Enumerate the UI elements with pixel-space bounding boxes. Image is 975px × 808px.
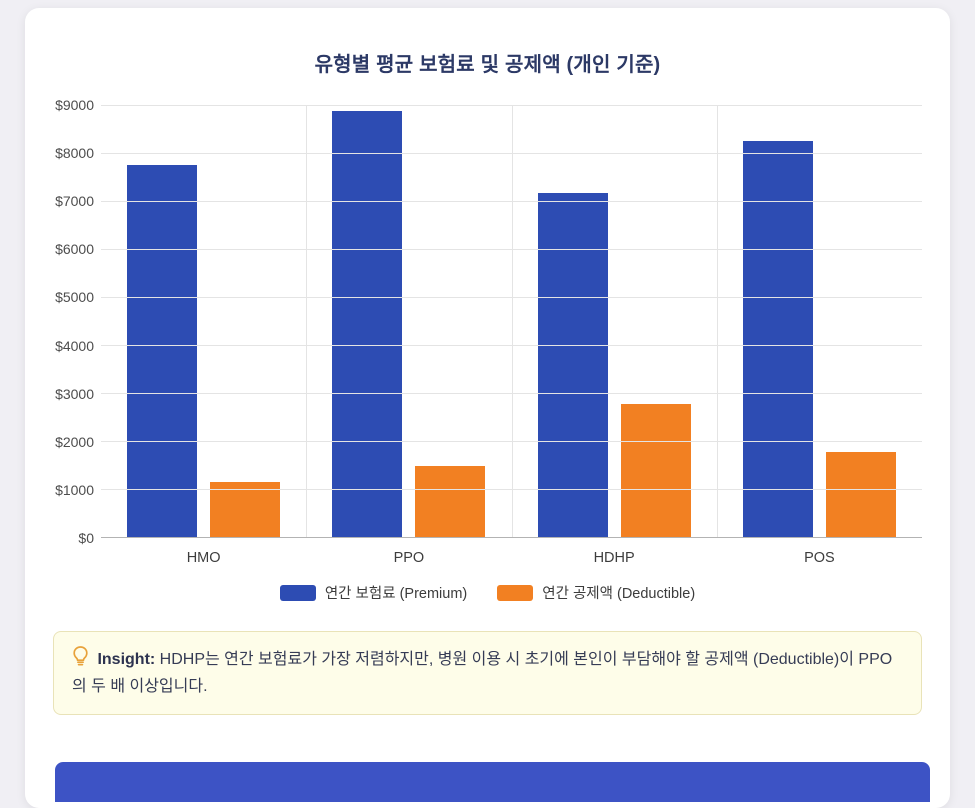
x-axis-labels: HMO PPO HDHP POS	[101, 550, 922, 566]
bar-deductible	[825, 451, 896, 537]
legend-label: 연간 보험료 (Premium)	[324, 586, 468, 602]
bar-group	[717, 105, 922, 537]
insight-box: Insight: HDHP는 연간 보험료가 가장 저렴하지만, 병원 이용 시…	[53, 631, 922, 715]
y-tick-label: $2000	[55, 433, 94, 450]
bar-premium	[127, 165, 198, 537]
y-tick-label: $9000	[55, 97, 94, 113]
gridline	[511, 105, 513, 537]
insight-label: Insight:	[97, 651, 156, 668]
bar-deductible	[620, 403, 691, 537]
y-tick-label: $4000	[55, 337, 94, 354]
bar-group	[306, 105, 511, 537]
legend-item: 연간 보험료 (Premium)	[279, 582, 468, 603]
chart-title: 유형별 평균 보험료 및 공제액 (개인 기준)	[314, 54, 661, 76]
legend-label: 연간 공제액 (Deductible)	[542, 586, 696, 602]
y-tick-label: $0	[78, 530, 94, 546]
legend-item: 연간 공제액 (Deductible)	[497, 582, 695, 603]
legend-swatch	[497, 584, 534, 601]
x-tick-label: HDHP	[593, 550, 635, 566]
bar-premium	[742, 141, 813, 537]
y-axis-labels: $0 $1000 $2000 $3000 $4000 $5000 $6000 $7000 $80…	[53, 97, 101, 546]
y-tick-label: $5000	[55, 289, 94, 306]
bar-group	[512, 105, 717, 537]
y-tick-label: $3000	[55, 385, 94, 402]
bar-premium	[332, 111, 403, 537]
bar-deductible	[210, 481, 281, 537]
x-tick-label: HMO	[186, 550, 221, 566]
gridline	[716, 105, 718, 537]
plot-area	[101, 105, 922, 538]
report-card: 유형별 평균 보험료 및 공제액 (개인 기준) $0 $1000 $2000 $30…	[25, 8, 950, 808]
bar-groups	[101, 105, 922, 537]
x-tick-label: PPO	[393, 550, 425, 566]
x-tick-label: POS	[804, 550, 835, 566]
lightbulb-icon	[72, 646, 89, 675]
y-tick-label: $6000	[55, 241, 94, 258]
bar-deductible	[415, 466, 486, 537]
insight-text: HDHP는 연간 보험료가 가장 저렴하지만, 병원 이용 시 초기에 본인이 …	[72, 651, 893, 695]
bottom-panel-header	[55, 762, 930, 802]
bar-premium	[537, 192, 608, 537]
bar-group	[101, 105, 306, 537]
y-tick-label: $8000	[55, 145, 94, 162]
legend-swatch	[279, 584, 316, 601]
chart: $0 $1000 $2000 $3000 $4000 $5000 $6000 $7000 $80…	[53, 97, 922, 546]
gridline	[306, 105, 308, 537]
y-tick-label: $7000	[55, 193, 94, 210]
y-tick-label: $1000	[55, 481, 94, 498]
legend: 연간 보험료 (Premium) 연간 공제액 (Deductible)	[53, 582, 922, 603]
